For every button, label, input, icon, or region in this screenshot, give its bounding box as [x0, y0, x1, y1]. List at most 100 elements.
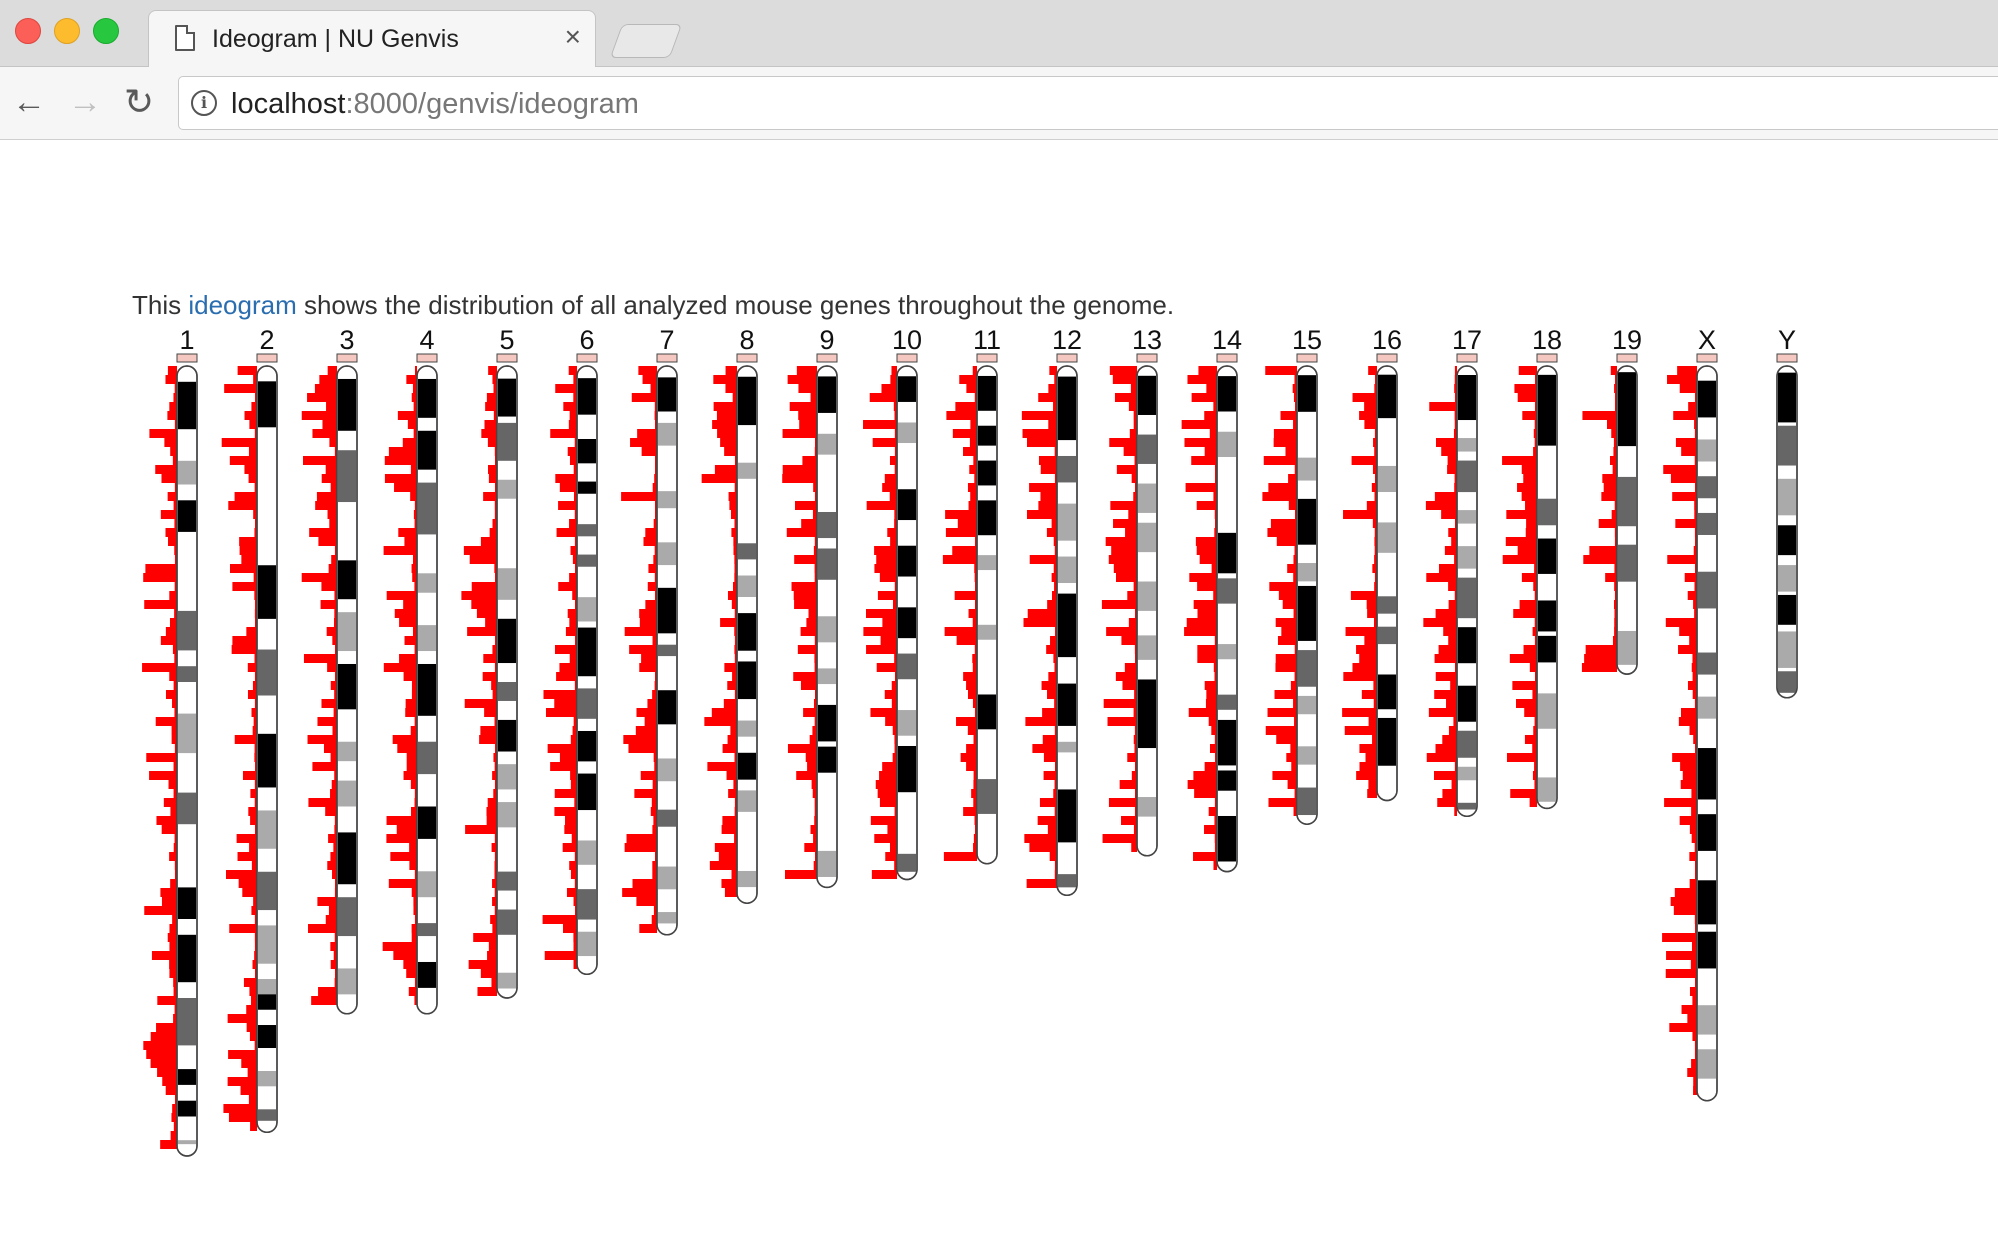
- gene-density-bar: [486, 816, 497, 825]
- chromosome-band: [978, 624, 996, 640]
- gene-density-bar: [403, 771, 417, 780]
- gene-density-bar: [1610, 366, 1617, 375]
- gene-density-bar: [254, 969, 257, 978]
- minimize-window-button[interactable]: [54, 18, 80, 44]
- gene-density-bar: [1448, 582, 1457, 591]
- centromere: [576, 353, 598, 363]
- close-window-button[interactable]: [15, 18, 41, 44]
- gene-density-bar: [1208, 717, 1217, 726]
- gene-density-bar: [642, 375, 657, 384]
- gene-density-bar: [243, 978, 257, 987]
- gene-density-bar: [489, 528, 497, 537]
- tab-ideogram[interactable]: Ideogram | NU Genvis ×: [148, 10, 596, 68]
- gene-density-bar: [1352, 393, 1377, 402]
- reload-icon[interactable]: ↻: [124, 81, 155, 122]
- info-icon[interactable]: i: [191, 90, 217, 116]
- forward-arrow-icon[interactable]: →: [68, 83, 102, 121]
- chromosome-band: [1698, 814, 1716, 851]
- gene-density-bar: [1293, 609, 1297, 618]
- gene-density-bar: [330, 753, 337, 762]
- close-icon[interactable]: ×: [564, 21, 581, 52]
- gene-density-bar: [151, 951, 177, 960]
- gene-density-bar: [887, 528, 897, 537]
- gene-density-bar: [1268, 798, 1297, 807]
- gene-density-bar: [1602, 474, 1617, 483]
- gene-density-bar: [149, 429, 177, 438]
- gene-density-bar: [732, 393, 737, 402]
- gene-density-bar: [330, 681, 337, 690]
- chromosome-band: [1698, 1005, 1716, 1035]
- gene-density-bar: [1294, 789, 1297, 798]
- gene-density-bar: [1047, 825, 1057, 834]
- gene-density-bar: [321, 582, 337, 591]
- gene-density-bar: [325, 915, 337, 924]
- gene-density-bar: [870, 708, 897, 717]
- gene-density-bar: [647, 582, 657, 591]
- gene-density-bar: [321, 699, 337, 708]
- gene-density-bar: [1350, 591, 1377, 600]
- gene-density-bar: [734, 654, 737, 663]
- chromosome-band: [1298, 498, 1316, 545]
- back-arrow-icon[interactable]: ←: [12, 83, 46, 121]
- chromosome-label: 1: [179, 325, 194, 355]
- gene-density-bar: [863, 420, 897, 429]
- gene-density-bar: [567, 609, 577, 618]
- chromosome-band: [498, 378, 516, 417]
- gene-density-bar: [652, 870, 657, 879]
- gene-density-bar: [314, 384, 337, 393]
- gene-density-bar: [144, 906, 177, 915]
- gene-density-bar: [713, 375, 737, 384]
- chromosome-band: [258, 994, 276, 1010]
- gene-density-bar: [464, 699, 497, 708]
- chromosome-band: [658, 866, 676, 890]
- gene-density-bar: [254, 483, 257, 492]
- gene-density-bar: [251, 708, 257, 717]
- maximize-window-button[interactable]: [93, 18, 119, 44]
- gene-density-bar: [1116, 573, 1137, 582]
- gene-density-bar: [1679, 816, 1697, 825]
- gene-density-bar: [160, 1140, 177, 1149]
- gene-density-bar: [575, 564, 577, 573]
- gene-density-bar: [406, 375, 417, 384]
- gene-density-bar: [1447, 465, 1457, 474]
- gene-density-bar: [461, 591, 497, 600]
- gene-density-bar: [255, 762, 257, 771]
- gene-density-bar: [315, 501, 337, 510]
- chromosome-band: [1058, 789, 1076, 843]
- gene-density-bar: [1451, 780, 1457, 789]
- gene-density-bar: [894, 735, 897, 744]
- gene-density-bar: [731, 870, 737, 879]
- gene-density-bar: [253, 375, 257, 384]
- gene-density-bar: [648, 564, 657, 573]
- gene-density-bar: [246, 627, 257, 636]
- new-tab-button[interactable]: [609, 24, 683, 58]
- gene-density-bar: [411, 564, 417, 573]
- gene-density-bar: [1614, 402, 1617, 411]
- gene-density-bar: [1345, 627, 1377, 636]
- gene-density-bar: [413, 429, 417, 438]
- gene-density-bar: [1262, 492, 1297, 501]
- gene-density-bar: [249, 1032, 257, 1041]
- gene-density-bar: [1344, 726, 1377, 735]
- gene-density-bar: [569, 861, 577, 870]
- gene-density-bar: [1366, 600, 1377, 609]
- gene-density-bar: [465, 825, 497, 834]
- gene-density-bar: [1443, 627, 1457, 636]
- gene-density-bar: [1187, 780, 1217, 789]
- gene-density-bar: [1027, 609, 1057, 618]
- gene-density-bar: [973, 771, 977, 780]
- gene-density-bar: [890, 537, 897, 546]
- gene-density-bar: [1374, 429, 1377, 438]
- address-bar[interactable]: i localhost:8000/genvis/ideogram: [178, 76, 1998, 130]
- gene-density-bar: [1674, 888, 1697, 897]
- gene-density-bar: [876, 663, 897, 672]
- gene-density-bar: [414, 798, 417, 807]
- gene-density-bar: [794, 600, 817, 609]
- gene-density-bar: [1454, 411, 1457, 420]
- gene-density-bar: [1454, 663, 1457, 672]
- url-text[interactable]: localhost:8000/genvis/ideogram: [231, 88, 639, 121]
- chromosome-band: [1778, 525, 1796, 556]
- gene-density-bar: [643, 537, 657, 546]
- ideogram-link[interactable]: ideogram: [188, 290, 297, 320]
- gene-density-bar: [493, 411, 497, 420]
